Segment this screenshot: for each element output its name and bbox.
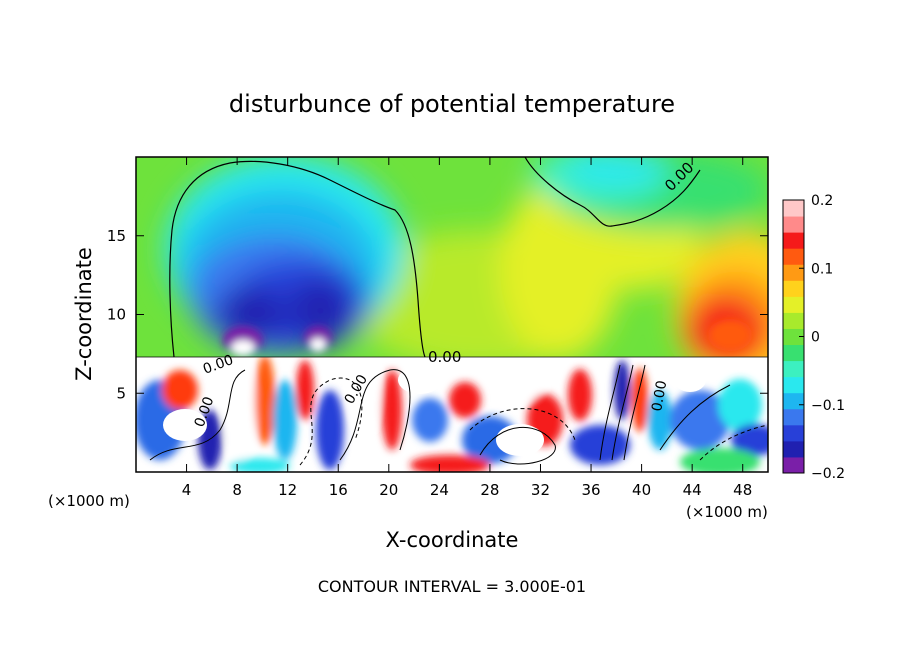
- x-unit-label-right: (×1000 m): [686, 503, 768, 521]
- upper-field: [165, 157, 768, 390]
- colorbar-segment: [783, 200, 804, 217]
- colorbar-segment: [783, 296, 804, 313]
- x-tick-label: 28: [480, 481, 499, 499]
- colorbar-segment: [783, 424, 804, 442]
- colorbar-tick-label: 0.1: [811, 261, 833, 277]
- colorbar-segment: [783, 392, 804, 410]
- x-unit-label-left: (×1000 m): [48, 492, 130, 510]
- colorbar-segment: [783, 216, 804, 233]
- heatmap-plot-area: 0.00 0.00 0.00 0.00 0.00 0.00: [136, 157, 768, 472]
- colorbar-segment: [783, 376, 804, 394]
- colorbar-segment: [783, 248, 804, 265]
- colorbar-tick-label: −0.2: [811, 466, 845, 482]
- saturated-patch: [674, 368, 706, 392]
- colorbar-ticks: −0.2 −0.1 0 0.1 0.2: [799, 193, 845, 482]
- saturated-patch: [163, 409, 207, 441]
- y-tick-label: 15: [107, 227, 126, 245]
- colorbar-segment: [783, 264, 804, 281]
- x-tick-label: 4: [182, 481, 192, 499]
- lower-contours: [149, 364, 768, 466]
- x-axis-label: X-coordinate: [386, 528, 519, 552]
- colorbar-segment: [783, 344, 804, 362]
- x-tick-label: 44: [683, 481, 702, 499]
- colorbar-segment: [783, 360, 804, 378]
- colorbar-segment: [783, 328, 804, 346]
- colorbar-segment: [783, 312, 804, 329]
- contour-label: 0.00: [428, 348, 461, 366]
- x-tick-label: 8: [232, 481, 242, 499]
- colorbar: [783, 200, 804, 474]
- contour-interval-note: CONTOUR INTERVAL = 3.000E-01: [318, 577, 586, 596]
- x-tick-label: 48: [733, 481, 752, 499]
- y-axis: 5 10 15: [107, 227, 768, 402]
- x-tick-label: 16: [329, 481, 348, 499]
- colorbar-tick-label: 0.2: [811, 193, 833, 209]
- lower-turbulent-layer: [136, 357, 768, 472]
- colorbar-segment: [783, 440, 804, 458]
- x-tick-label: 40: [632, 481, 651, 499]
- x-tick-label: 12: [278, 481, 297, 499]
- zero-contour-left: [169, 160, 426, 358]
- x-tick-label: 20: [379, 481, 398, 499]
- colorbar-segment: [783, 232, 804, 249]
- zero-contours: [136, 157, 768, 358]
- colorbar-segment: [783, 456, 804, 474]
- x-tick-label: 24: [430, 481, 449, 499]
- y-tick-label: 5: [116, 384, 126, 402]
- colorbar-tick-label: 0: [811, 330, 820, 346]
- chart-title: disturbunce of potential temperature: [229, 90, 675, 118]
- colorbar-tick-label: −0.1: [811, 398, 845, 414]
- contour-label: 0.00: [649, 379, 670, 412]
- y-axis-label: Z-coordinate: [72, 247, 96, 381]
- colorbar-segment: [783, 408, 804, 426]
- upper-field-peaks: [223, 319, 752, 356]
- zero-contour-right: [524, 157, 701, 227]
- saturated-patch: [398, 366, 442, 394]
- x-tick-label: 32: [531, 481, 550, 499]
- y-tick-label: 10: [107, 306, 126, 324]
- colorbar-segment: [783, 280, 804, 297]
- x-tick-label: 36: [581, 481, 600, 499]
- saturated-patch: [496, 424, 544, 456]
- x-axis: 4 8 12 16 20 24 28 32 36 40 44 48: [182, 157, 752, 499]
